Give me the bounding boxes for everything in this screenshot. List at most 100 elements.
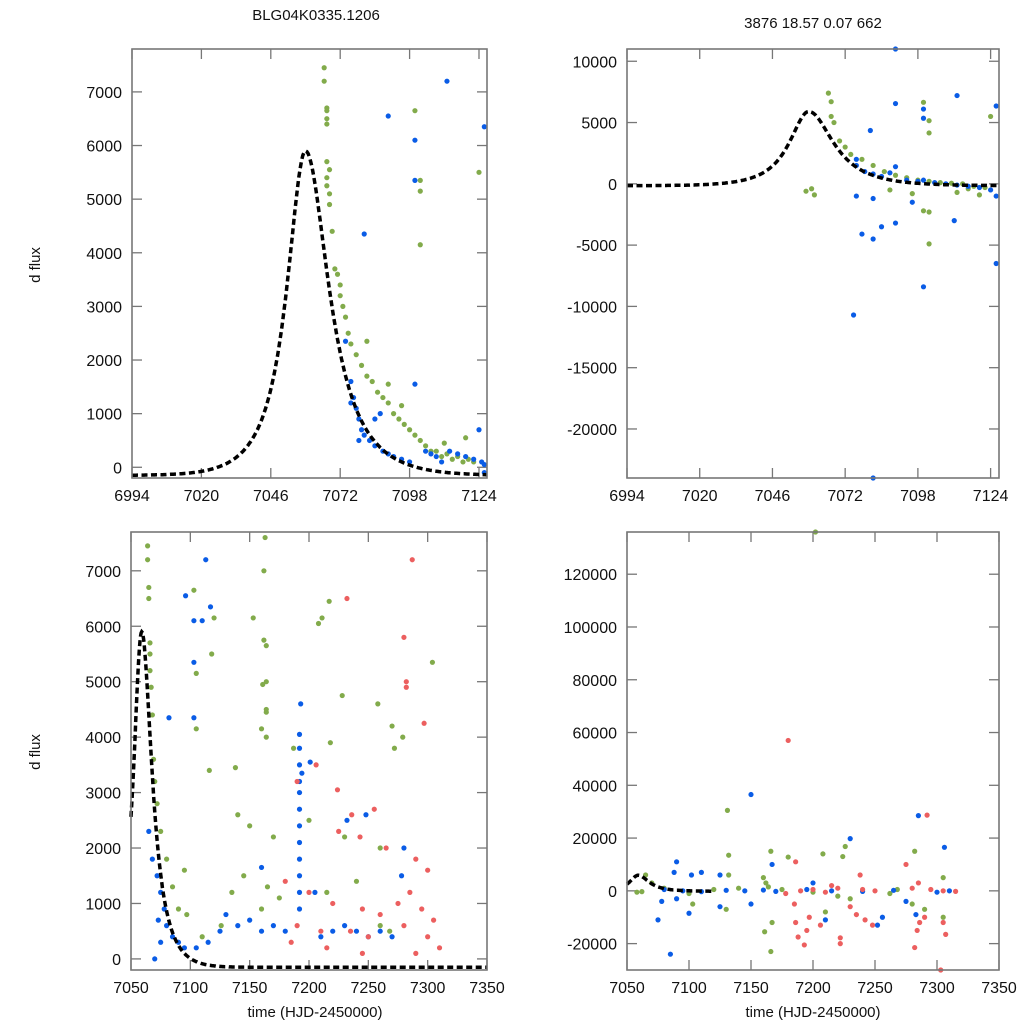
data-point-red: [912, 944, 918, 951]
data-point-blue: [296, 889, 303, 895]
data-point-green: [261, 568, 267, 574]
data-point-green: [412, 432, 418, 438]
data-point-green: [768, 948, 774, 955]
data-point-green: [940, 875, 946, 881]
data-point-green: [417, 242, 423, 248]
data-point-blue: [481, 461, 487, 468]
data-point-green: [324, 159, 330, 165]
data-point-blue: [993, 260, 999, 267]
data-point-blue: [742, 888, 748, 894]
data-point-blue: [353, 928, 360, 934]
data-point-green: [836, 138, 843, 144]
data-point-blue: [155, 917, 161, 923]
data-point-green: [324, 121, 330, 127]
data-point-blue: [401, 845, 407, 851]
data-point-green: [400, 734, 406, 740]
xlabel-bottom-left: time (HJD-2450000): [247, 1004, 382, 1021]
x-tick-label: 7300: [919, 980, 955, 997]
data-point-blue: [270, 923, 276, 929]
x-tick-label: 7098: [392, 488, 428, 505]
data-point-red: [798, 888, 804, 894]
data-point-red: [862, 917, 868, 923]
y-tick-label: 7000: [86, 85, 122, 102]
data-point-red: [365, 934, 371, 940]
panel-top-left: 6994 7020 7046 7072 7098 7124 0 1000 2000 3000 400…: [86, 48, 497, 505]
data-point-green: [241, 873, 247, 879]
data-point-red: [419, 906, 425, 912]
data-point-red: [817, 922, 824, 928]
y-tick-label: -20000: [567, 937, 617, 954]
data-point-blue: [342, 923, 348, 929]
data-point-green: [332, 266, 338, 272]
x-tick-label: 7300: [410, 980, 446, 997]
data-point-red: [806, 914, 812, 920]
data-point-green: [389, 723, 395, 729]
data-point-green: [433, 448, 439, 454]
data-point-blue: [296, 745, 303, 751]
data-point-green: [353, 878, 360, 884]
data-point-blue: [296, 762, 303, 768]
data-point-red: [282, 878, 288, 884]
data-point-green: [324, 175, 330, 181]
data-point-green: [988, 113, 994, 120]
x-tick-label: 7072: [322, 488, 358, 505]
data-point-green: [779, 886, 785, 893]
data-point-blue: [298, 701, 304, 707]
data-point-blue: [330, 928, 336, 934]
x-tick-label: 7100: [173, 980, 209, 997]
data-point-green: [263, 734, 269, 740]
x-tick-label: 7150: [733, 980, 769, 997]
data-point-red: [810, 886, 816, 893]
data-point-green: [417, 177, 423, 183]
data-point-green: [340, 303, 346, 309]
y-tick-label: 4000: [85, 730, 121, 747]
data-point-blue: [296, 806, 303, 812]
data-point-blue: [154, 873, 160, 879]
data-point-green: [364, 338, 370, 344]
data-point-blue: [476, 427, 482, 433]
data-point-green: [809, 186, 815, 192]
data-point-green: [639, 889, 645, 895]
data-point-green: [390, 411, 397, 417]
data-point-green: [396, 416, 402, 422]
data-point-green: [377, 923, 383, 929]
data-point-blue: [223, 911, 229, 918]
data-point-green: [926, 241, 932, 247]
data-point-green: [260, 681, 266, 688]
data-point-green: [147, 668, 153, 674]
data-point-red: [837, 935, 843, 941]
data-point-blue: [149, 856, 155, 862]
x-tick-label: 7020: [184, 488, 220, 505]
data-point-green: [828, 99, 834, 105]
y-tick-label: -10000: [567, 299, 617, 316]
data-point-green: [926, 209, 932, 215]
data-point-green: [145, 543, 151, 549]
y-tick-label: 5000: [85, 675, 121, 692]
data-point-red: [909, 885, 915, 891]
data-point-blue: [717, 872, 723, 878]
data-point-green: [199, 934, 205, 940]
data-point-green: [769, 919, 775, 926]
data-point-red: [915, 880, 922, 886]
data-point-green: [825, 90, 831, 96]
data-point-blue: [954, 92, 960, 99]
data-point-blue: [920, 284, 927, 290]
data-point-blue: [307, 759, 313, 765]
data-point-green: [954, 189, 960, 196]
data-point-blue: [282, 928, 288, 934]
plot-frame: [626, 531, 1000, 971]
data-point-green: [476, 169, 482, 175]
series-red: [783, 737, 959, 973]
x-tick-label: 7124: [973, 488, 1009, 505]
data-point-green: [842, 144, 848, 150]
data-point-green: [768, 848, 774, 854]
data-point-red: [413, 950, 419, 956]
series-blue: [850, 46, 999, 481]
data-point-green: [690, 901, 696, 907]
xlabel-bottom-right: time (HJD-2450000): [745, 1004, 880, 1021]
model-fit-curve: [625, 873, 714, 893]
data-point-red: [785, 737, 791, 744]
data-point-red: [336, 828, 342, 834]
data-point-green: [158, 828, 164, 834]
data-point-green: [263, 709, 269, 715]
